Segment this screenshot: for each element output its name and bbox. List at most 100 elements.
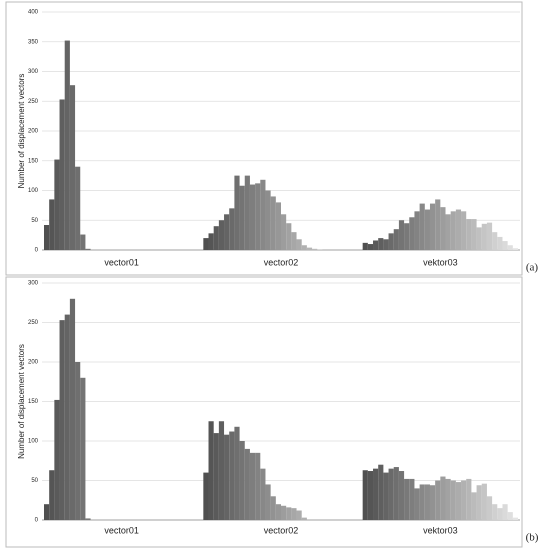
bar xyxy=(44,225,50,250)
y-tick-label: 50 xyxy=(31,218,38,224)
bar xyxy=(291,508,297,520)
bar xyxy=(286,507,292,520)
bar xyxy=(476,485,482,520)
bar xyxy=(265,484,271,520)
y-tick-label: 200 xyxy=(28,129,39,135)
bar xyxy=(497,508,503,520)
bar xyxy=(378,238,384,250)
bar xyxy=(306,247,313,250)
bar xyxy=(296,239,302,250)
bar xyxy=(69,298,76,520)
bar xyxy=(362,470,368,520)
bar xyxy=(429,203,436,250)
bar xyxy=(404,478,410,520)
bar xyxy=(398,471,405,520)
bar xyxy=(450,211,456,250)
bar xyxy=(507,245,513,250)
bar xyxy=(64,314,70,520)
bar xyxy=(393,229,399,250)
bar xyxy=(383,472,389,520)
bar xyxy=(234,426,240,520)
y-tick-label: 400 xyxy=(28,10,39,16)
bar xyxy=(281,214,287,250)
bar xyxy=(64,40,70,251)
bar xyxy=(229,431,235,520)
bar xyxy=(492,232,498,250)
bar xyxy=(471,492,477,520)
bar xyxy=(424,484,430,520)
bar xyxy=(492,504,498,520)
y-tick-label: 200 xyxy=(28,360,39,366)
bar xyxy=(265,190,271,250)
bar xyxy=(224,214,230,250)
bar xyxy=(476,227,482,250)
bar xyxy=(260,468,266,520)
bar xyxy=(440,207,446,250)
panel-label: (a) xyxy=(526,262,539,274)
y-axis-label: Number of displacement vectors xyxy=(17,74,26,189)
bar xyxy=(435,199,441,250)
y-tick-label: 150 xyxy=(28,158,39,164)
bar xyxy=(388,468,394,520)
bar xyxy=(393,467,399,520)
bar xyxy=(59,320,65,520)
bar xyxy=(54,159,60,250)
bar xyxy=(373,468,379,520)
bar xyxy=(234,175,240,250)
bar xyxy=(69,85,76,250)
bar xyxy=(466,219,472,250)
bar xyxy=(502,504,508,520)
x-tick-label: vector01 xyxy=(104,257,139,267)
bar xyxy=(312,248,318,250)
bar xyxy=(213,433,219,520)
bar xyxy=(49,199,55,250)
bar xyxy=(224,434,230,520)
bar xyxy=(440,476,446,520)
y-axis-label: Number of displacement vectors xyxy=(17,344,26,459)
x-tick-label: vector02 xyxy=(264,257,299,267)
panel-border xyxy=(5,1,523,276)
bar xyxy=(409,217,415,250)
bar xyxy=(208,421,214,520)
bar xyxy=(255,183,261,250)
bar xyxy=(445,214,451,250)
bar xyxy=(218,220,225,250)
bar xyxy=(208,233,214,250)
bar xyxy=(466,478,472,520)
y-tick-label: 250 xyxy=(28,320,39,326)
bar xyxy=(507,512,513,520)
x-tick-label: vector02 xyxy=(264,525,299,535)
bar xyxy=(270,496,276,520)
y-tick-label: 0 xyxy=(35,518,39,524)
y-tick-label: 300 xyxy=(28,281,39,287)
bar xyxy=(461,480,467,520)
bar xyxy=(497,236,503,250)
bar xyxy=(502,241,508,250)
bar xyxy=(275,504,281,520)
bar xyxy=(203,238,209,250)
bar xyxy=(512,517,518,520)
bar xyxy=(229,208,235,250)
bar xyxy=(414,211,420,250)
bar xyxy=(435,480,441,520)
bar xyxy=(414,488,420,520)
bar xyxy=(373,240,379,250)
bar xyxy=(367,244,374,250)
y-tick-label: 250 xyxy=(28,99,39,105)
bar xyxy=(281,505,287,520)
bar xyxy=(429,485,436,520)
bar xyxy=(286,223,292,250)
bar xyxy=(244,175,250,250)
x-tick-label: vektor03 xyxy=(423,525,458,535)
bar xyxy=(85,248,91,250)
bar xyxy=(49,470,55,520)
bar xyxy=(455,209,462,250)
bar xyxy=(244,448,250,520)
bar xyxy=(301,517,307,520)
bar xyxy=(455,482,462,520)
bar xyxy=(362,242,368,250)
bar xyxy=(317,249,323,250)
panel-border xyxy=(5,276,523,548)
bar xyxy=(367,471,374,520)
